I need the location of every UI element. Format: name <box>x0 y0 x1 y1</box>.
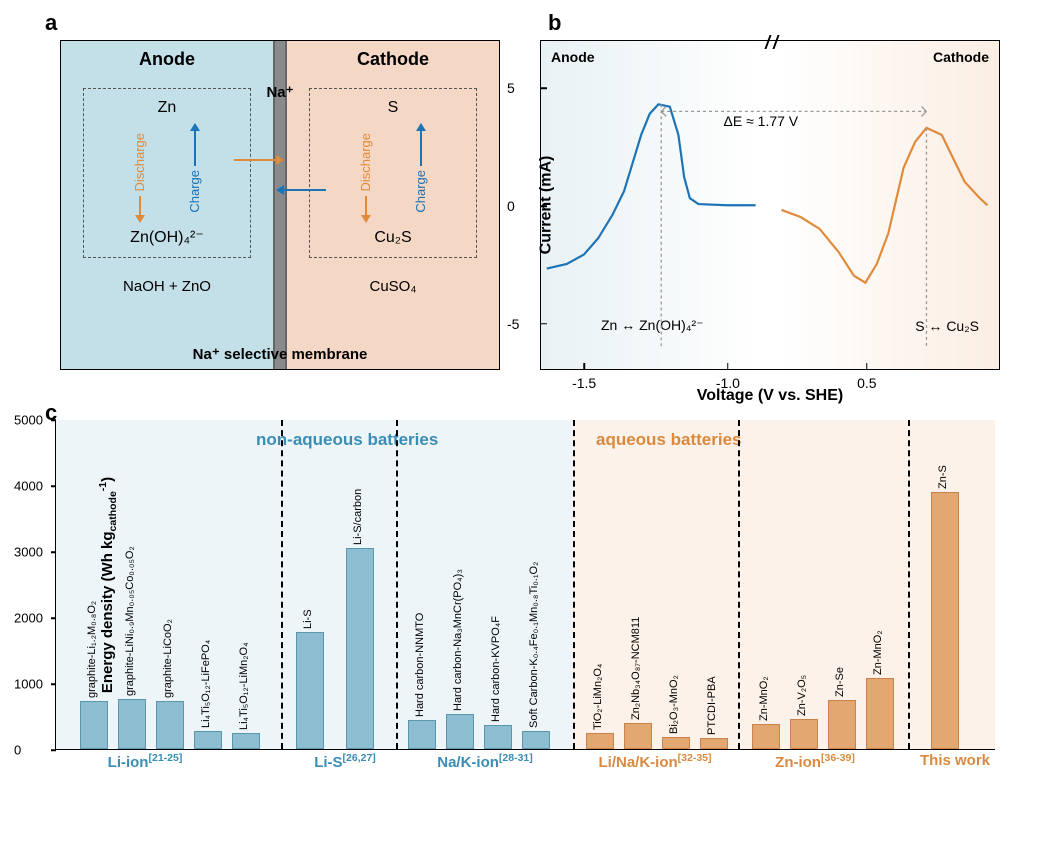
discharge-arrow-cathode <box>365 196 367 217</box>
c-ytick: 5000 <box>14 413 43 428</box>
bar-label: graphite-LiNi₀.₉Mn₀.₀₅Co₀.₀₅O₂ <box>124 546 136 696</box>
c-ytick: 4000 <box>14 479 43 494</box>
anode-top-species: Zn <box>158 99 177 117</box>
bar-label: Zn-MnO₂ <box>758 676 770 721</box>
bar-zn-mno-: Zn-MnO₂ <box>752 724 780 749</box>
cathode-bottom-species: Cu₂S <box>374 229 411 247</box>
c-ytick: 2000 <box>14 611 43 626</box>
bar-soft-carbon-k-fe-mn-ti-o-: Soft Carbon-K₀.₄Fe₀.₁Mn₀.₈Ti₀.₁O₂ <box>522 731 550 749</box>
charge-label-anode: Charge <box>187 170 202 213</box>
cathode-top-species: S <box>388 99 399 117</box>
discharge-arrow-anode <box>139 196 141 217</box>
bar-hard-carbon-nnmto: Hard carbon-NNMTO <box>408 720 436 749</box>
b-xtick: 0.5 <box>857 375 876 391</box>
group-label-li-na-k-ion: Li/Na/K-ion[32-35] <box>598 752 711 824</box>
discharge-label-anode: Discharge <box>132 133 147 192</box>
cathode-title: Cathode <box>287 49 499 70</box>
bar-label: Zn-Se <box>834 667 846 697</box>
bar-graphite-licoo-: graphite-LiCoO₂ <box>156 701 184 749</box>
anode-bottom-species: Zn(OH)₄²⁻ <box>130 227 204 247</box>
charge-arrow-cathode <box>420 129 422 166</box>
bar-hard-carbon-kvpo-f: Hard carbon-KVPO₄F <box>484 725 512 749</box>
bar-label: Hard carbon-KVPO₄F <box>490 616 502 722</box>
anode-half: Anode Zn Discharge Charge Zn(OH)₄²⁻ NaOH… <box>61 41 273 369</box>
group-label-li-s: Li-S[26,27] <box>314 752 376 824</box>
ion-arrow-left <box>282 189 326 191</box>
bar-zn-nb-o-ncm811: Zn₂Nb₃₄O₈₇-NCM811 <box>624 723 652 749</box>
bar-zn-s: Zn-S <box>931 492 959 749</box>
bar-label: Soft Carbon-K₀.₄Fe₀.₁Mn₀.₈Ti₀.₁O₂ <box>528 561 540 727</box>
bar-zn-se: Zn-Se <box>828 700 856 749</box>
b-ytick: -5 <box>507 316 519 332</box>
bar-graphite-li-m-o-: graphite-Li₁.₂M₀.₈O₂ <box>80 701 108 749</box>
group-label-li-ion: Li-ion[21-25] <box>108 752 183 824</box>
b-xtick: -1.0 <box>716 375 740 391</box>
charge-label-cathode: Charge <box>413 170 428 213</box>
membrane-ion: Na⁺ <box>266 83 293 101</box>
panel-a-schematic: Anode Zn Discharge Charge Zn(OH)₄²⁻ NaOH… <box>60 40 500 370</box>
panel-b-plot: Current (mA) Voltage (V vs. SHE) Anode C… <box>540 40 1000 370</box>
bar-graphite-lini-mn-co-o-: graphite-LiNi₀.₉Mn₀.₀₅Co₀.₀₅O₂ <box>118 699 146 749</box>
c-ytick: 0 <box>14 743 21 758</box>
bar-label: Hard carbon-NNMTO <box>414 613 426 717</box>
c-ytick: 3000 <box>14 545 43 560</box>
anode-title: Anode <box>61 49 273 70</box>
bar-label: Bi₂O₃-MnO₂ <box>668 675 680 734</box>
panel-b-label: b <box>548 10 561 36</box>
cv-curves <box>541 41 999 370</box>
bar-li-s-carbon: Li-S/carbon <box>346 548 374 749</box>
bar-label: graphite-Li₁.₂M₀.₈O₂ <box>86 601 98 698</box>
c-ytick: 1000 <box>14 677 43 692</box>
anode-box: Zn Discharge Charge Zn(OH)₄²⁻ <box>83 88 251 258</box>
bar-li-s: Li-S <box>296 632 324 749</box>
bar-label: Zn-V₂O₅ <box>796 675 808 716</box>
bar-label: Li-S/carbon <box>352 488 364 544</box>
bar-ptcdi-pba: PTCDI-PBA <box>700 738 728 749</box>
charge-arrow-anode <box>194 129 196 166</box>
bar-zn-mno-: Zn-MnO₂ <box>866 678 894 749</box>
cathode-half: Cathode S Discharge Charge Cu₂S CuSO₄ <box>287 41 499 369</box>
bar-label: Li-S <box>302 609 314 629</box>
b-xtick: -1.5 <box>572 375 596 391</box>
bar-li-ti-o-limn-o-: Li₄Ti₅O₁₂-LiMn₂O₄ <box>232 733 260 750</box>
cathode-box: S Discharge Charge Cu₂S <box>309 88 477 258</box>
bar-bi-o-mno-: Bi₂O₃-MnO₂ <box>662 737 690 749</box>
membrane-label: Na⁺ selective membrane <box>61 345 499 363</box>
bar-label: TiO₂-LiMn₂O₄ <box>592 664 604 730</box>
anode-electrolyte: NaOH + ZnO <box>61 278 273 295</box>
bar-label: Zn-MnO₂ <box>872 630 884 675</box>
bar-label: Zn₂Nb₃₄O₈₇-NCM811 <box>630 616 642 719</box>
b-ytick: 5 <box>507 80 515 96</box>
bar-label: Li₄Ti₅O₁₂-LiFePO₄ <box>200 639 212 727</box>
bar-label: Li₄Ti₅O₁₂-LiMn₂O₄ <box>238 642 250 730</box>
bar-li-ti-o-lifepo-: Li₄Ti₅O₁₂-LiFePO₄ <box>194 731 222 749</box>
discharge-label-cathode: Discharge <box>358 133 373 192</box>
panel-a-label: a <box>45 10 57 36</box>
b-ytick: 0 <box>507 198 515 214</box>
bar-tio-limn-o-: TiO₂-LiMn₂O₄ <box>586 733 614 749</box>
bar-zn-v-o-: Zn-V₂O₅ <box>790 719 818 749</box>
bar-label: PTCDI-PBA <box>706 676 718 735</box>
bar-label: Hard carbon-Na₃MnCr(PO₄)₃ <box>452 569 464 711</box>
group-label-this-work: This work <box>920 752 990 824</box>
bar-label: Zn-S <box>937 465 949 489</box>
panel-c-chart: Energy density (Wh kgcathode-1) non-aque… <box>55 420 995 800</box>
bar-hard-carbon-na-mncr-po-: Hard carbon-Na₃MnCr(PO₄)₃ <box>446 714 474 749</box>
group-label-zn-ion: Zn-ion[36-39] <box>775 752 855 824</box>
group-label-na-k-ion: Na/K-ion[28-31] <box>437 752 533 824</box>
bar-label: graphite-LiCoO₂ <box>162 620 174 699</box>
ion-arrow-right <box>234 159 278 161</box>
cathode-electrolyte: CuSO₄ <box>287 278 499 295</box>
